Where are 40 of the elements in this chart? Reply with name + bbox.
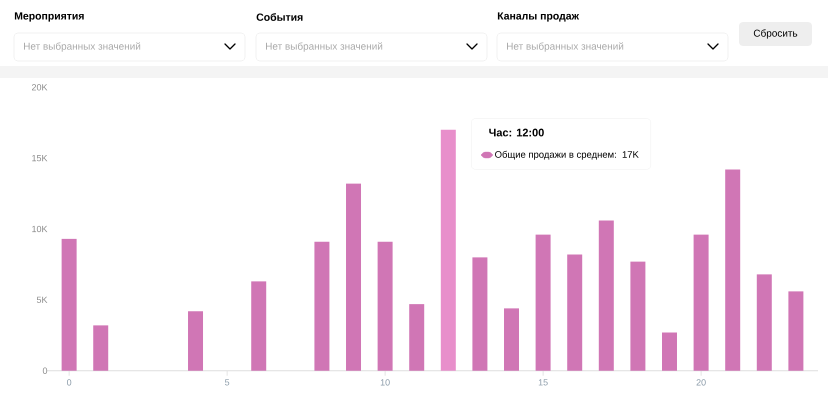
bar xyxy=(725,169,740,371)
text: Нет выбранных значений xyxy=(266,42,382,52)
bar xyxy=(346,184,362,371)
bar xyxy=(314,242,330,371)
x-tick-label: 20 xyxy=(696,379,706,386)
text: Мероприятия xyxy=(14,12,84,22)
bar xyxy=(62,238,77,371)
text: Сбросить xyxy=(754,29,798,39)
annotation: 17K xyxy=(622,151,639,158)
bar xyxy=(756,274,772,371)
y-tick-label: 0 xyxy=(42,368,48,374)
bar xyxy=(598,220,614,371)
bar xyxy=(93,325,108,371)
x-tick-label: 15 xyxy=(538,379,548,386)
bar xyxy=(630,262,646,371)
bar xyxy=(440,130,456,371)
text: Каналы продаж xyxy=(498,12,580,22)
y-tick-label: 5K xyxy=(36,296,48,303)
bar xyxy=(188,311,204,371)
text: Нет выбранных значений xyxy=(24,42,140,52)
x-tick-label: 10 xyxy=(380,379,390,386)
x-tick-label: 0 xyxy=(66,379,72,386)
text: События xyxy=(256,13,302,21)
bar xyxy=(409,304,424,371)
bar xyxy=(662,332,677,371)
y-tick-label: 15K xyxy=(32,155,48,162)
bar xyxy=(378,242,393,371)
y-tick-label: 20K xyxy=(32,84,48,90)
bar xyxy=(567,254,582,371)
legend-label: Общие продажи в среднем: xyxy=(495,150,616,160)
bar xyxy=(788,291,804,371)
x-tick-label: 5 xyxy=(224,379,230,386)
bar xyxy=(504,308,520,371)
legend-title: Час: 12:00 xyxy=(489,128,544,136)
bar xyxy=(536,234,551,371)
bar xyxy=(472,257,488,371)
y-tick-label: 10K xyxy=(32,226,48,232)
bar xyxy=(251,281,266,371)
text: Нет выбранных значений xyxy=(507,42,624,52)
bar xyxy=(694,234,709,371)
